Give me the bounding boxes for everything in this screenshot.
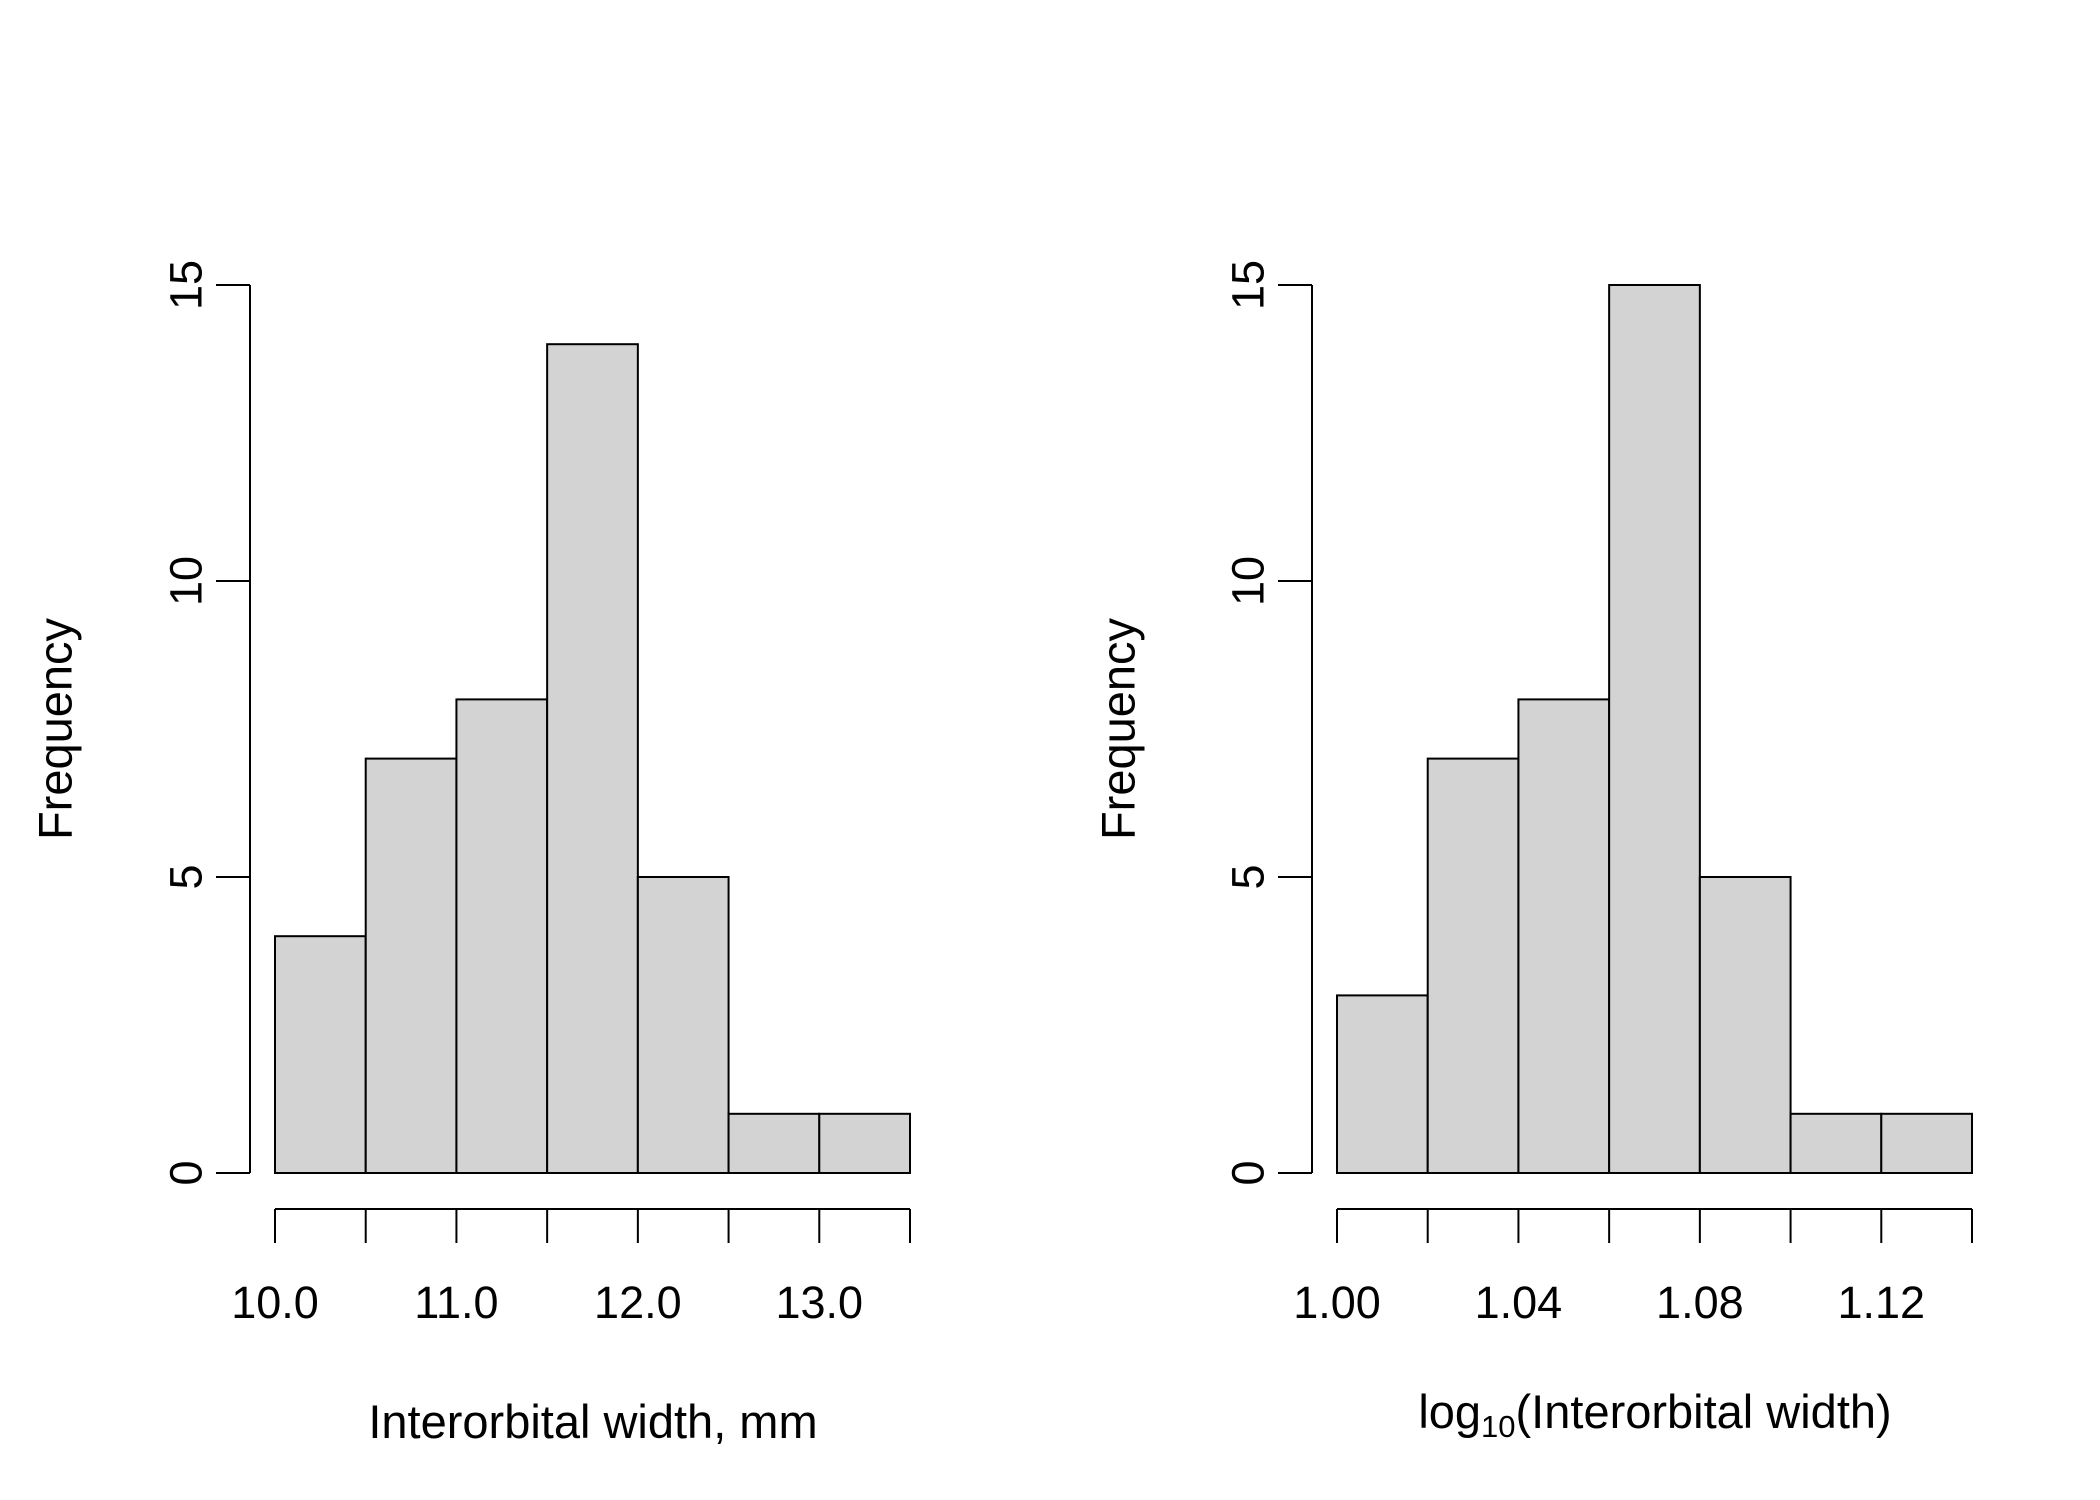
- x-ticks: 1.00 1.04 1.08 1.12: [1293, 1209, 1973, 1328]
- x-tick-label: 1.04: [1475, 1277, 1563, 1328]
- histogram-bar: [274, 935, 367, 1175]
- x-axis-label-prefix: log: [1418, 1385, 1481, 1438]
- y-tick-label: 0: [1223, 1160, 1274, 1185]
- y-tick-label: 10: [161, 556, 212, 606]
- bars: [274, 343, 911, 1175]
- y-tick-label: 5: [161, 864, 212, 889]
- y-axis-label: Frequency: [1092, 617, 1145, 840]
- x-tick-label: 12.0: [594, 1277, 682, 1328]
- x-axis-label-main: (Interorbital width): [1516, 1385, 1892, 1438]
- y-tick-label: 5: [1223, 864, 1274, 889]
- histogram-bar: [818, 1112, 911, 1175]
- y-tick-label: 15: [1223, 260, 1274, 310]
- y-axis-label: Frequency: [29, 617, 82, 840]
- y-tick-label: 10: [1223, 556, 1274, 606]
- histogram-bar: [727, 1112, 821, 1175]
- x-axis-label: log10(Interorbital width): [1418, 1385, 1891, 1444]
- bars: [1336, 284, 1974, 1175]
- x-tick-label: 1.12: [1837, 1277, 1925, 1328]
- x-axis-label-subscript: 10: [1481, 1409, 1515, 1444]
- histogram-bar: [1426, 757, 1520, 1174]
- histogram-bar: [546, 343, 639, 1174]
- histogram-bar: [1608, 284, 1701, 1174]
- y-tick-label: 15: [161, 260, 212, 310]
- x-tick-label: 10.0: [231, 1277, 319, 1328]
- histogram-bar: [1517, 698, 1611, 1175]
- histogram-bar: [1789, 1112, 1883, 1175]
- x-tick-label: 13.0: [775, 1277, 863, 1328]
- histogram-bar: [1698, 876, 1792, 1174]
- histogram-bar: [455, 698, 549, 1175]
- histogram-bar: [364, 757, 458, 1174]
- x-tick-label: 11.0: [414, 1277, 498, 1328]
- x-tick-label: 1.08: [1656, 1277, 1744, 1328]
- y-ticks: 0 5 10 15: [1223, 260, 1312, 1186]
- histogram-panel-left: 0 5 10 15 10.0 11.0 12.0 13.0 Interorbital wid…: [29, 260, 911, 1448]
- y-ticks: 0 5 10 15: [161, 260, 250, 1186]
- histogram-bar: [1336, 994, 1429, 1175]
- x-axis-label: Interorbital width, mm: [368, 1395, 817, 1448]
- histogram-bar: [1880, 1112, 1974, 1175]
- x-tick-label: 1.00: [1293, 1277, 1381, 1328]
- x-ticks: 10.0 11.0 12.0 13.0: [231, 1209, 911, 1328]
- y-tick-label: 0: [161, 1160, 212, 1185]
- histogram-bar: [636, 876, 730, 1174]
